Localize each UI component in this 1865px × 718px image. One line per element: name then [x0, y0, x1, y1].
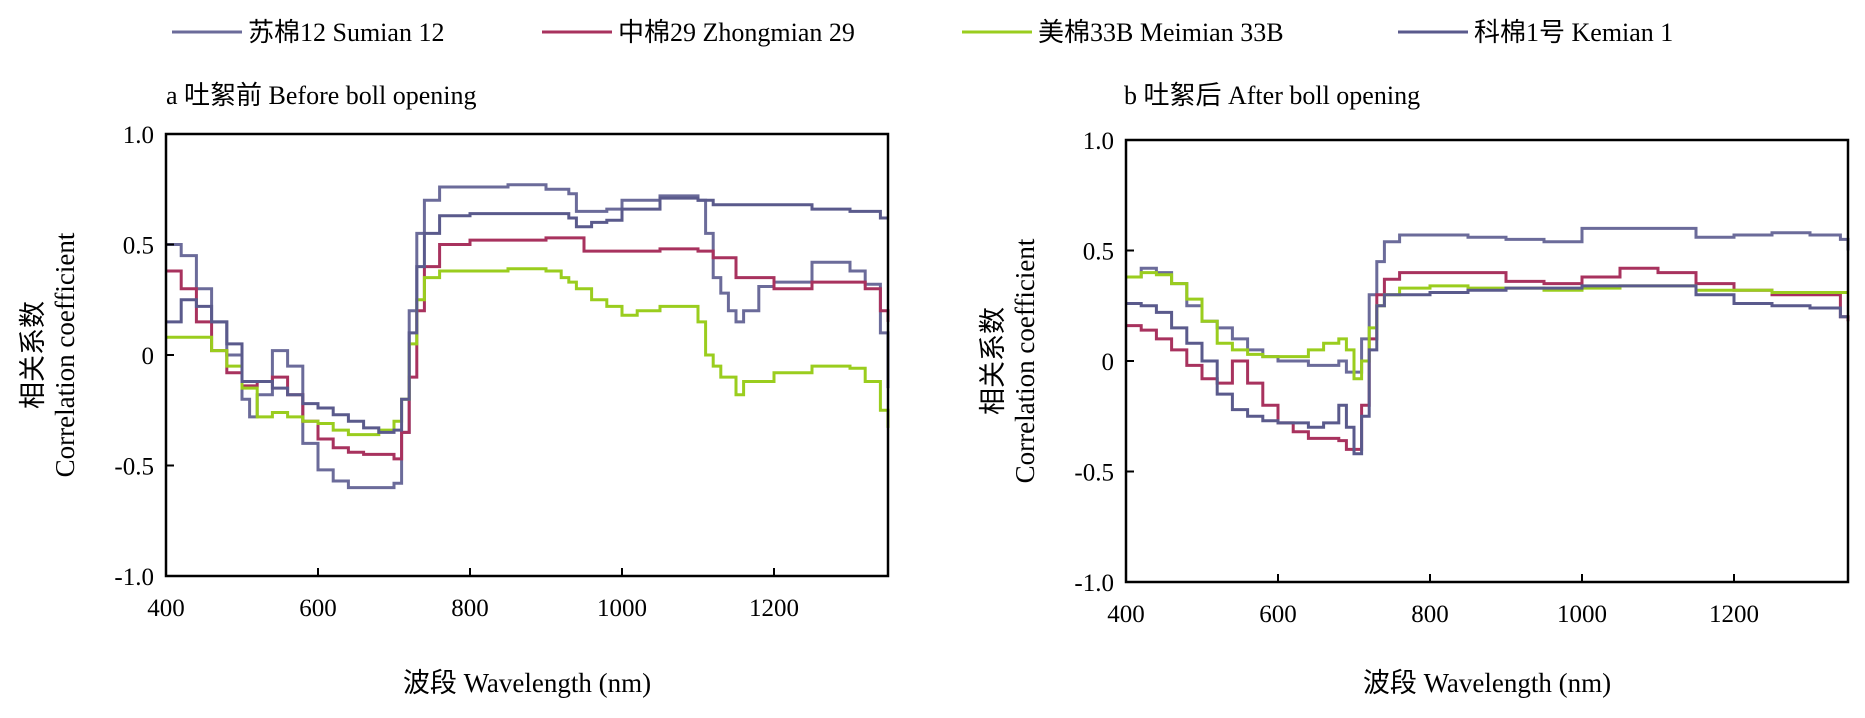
panel-b: b 吐絮后 After boll opening 1.0 0.5 0 -0.5 -1.0 4…: [978, 81, 1850, 698]
y-tick-label: 1.0: [123, 122, 154, 149]
y-tick-label: 0: [1102, 349, 1115, 376]
series-line: [1126, 266, 1850, 451]
y-axis-label-zh: 相关系数: [18, 301, 48, 409]
y-tick-label: -1.0: [114, 564, 154, 591]
x-tick-label: 400: [1107, 601, 1145, 628]
y-axis-label-en: Correlation coefficient: [50, 232, 80, 477]
series-line: [1126, 271, 1848, 381]
legend-label: 苏棉12 Sumian 12: [248, 18, 444, 47]
series-line: [166, 183, 890, 490]
y-tick-label: -1.0: [1074, 570, 1114, 597]
legend-label: 美棉33B Meimian 33B: [1038, 18, 1284, 47]
y-tick-label: -0.5: [114, 454, 154, 481]
x-tick-label: 1000: [597, 595, 647, 622]
x-axis-label: 波段 Wavelength (nm): [1363, 668, 1611, 698]
y-axis-label-zh: 相关系数: [978, 307, 1008, 415]
x-tick-label: 600: [299, 595, 337, 622]
x-tick-label: 1000: [1557, 601, 1607, 628]
legend-item: 中棉29 Zhongmian 29: [542, 18, 855, 47]
x-tick-label: 400: [147, 595, 185, 622]
series-line: [166, 236, 890, 461]
panel-a: a 吐絮前 Before boll opening 1.0 0.5 0 -0.5 -1.0…: [18, 81, 890, 698]
legend: 苏棉12 Sumian 12 中棉29 Zhongmian 29 美棉33B Mei…: [172, 18, 1673, 47]
x-tick-label: 1200: [1709, 601, 1759, 628]
series-line: [1126, 284, 1848, 456]
panel-title: a 吐絮前 Before boll opening: [166, 81, 477, 110]
y-tick-label: -0.5: [1074, 460, 1114, 487]
y-tick-label: 0: [142, 343, 155, 370]
panel-title: b 吐絮后 After boll opening: [1124, 81, 1420, 110]
legend-item: 美棉33B Meimian 33B: [962, 18, 1284, 47]
x-tick-label: 1200: [749, 595, 799, 622]
series-line: [166, 196, 888, 434]
x-axis-label: 波段 Wavelength (nm): [403, 668, 651, 698]
series-line: [166, 267, 890, 437]
legend-label: 中棉29 Zhongmian 29: [618, 18, 855, 47]
y-tick-label: 0.5: [1083, 239, 1114, 266]
plot-frame: [164, 132, 890, 578]
x-tick-label: 800: [451, 595, 489, 622]
legend-item: 苏棉12 Sumian 12: [172, 18, 444, 47]
x-tick-label: 800: [1411, 601, 1449, 628]
y-axis-label-en: Correlation coefficient: [1010, 238, 1040, 483]
x-tick-label: 600: [1259, 601, 1297, 628]
y-tick-label: 1.0: [1083, 128, 1114, 155]
y-tick-label: 0.5: [123, 233, 154, 260]
legend-label: 科棉1号 Kemian 1: [1474, 18, 1673, 47]
legend-item: 科棉1号 Kemian 1: [1398, 18, 1673, 47]
